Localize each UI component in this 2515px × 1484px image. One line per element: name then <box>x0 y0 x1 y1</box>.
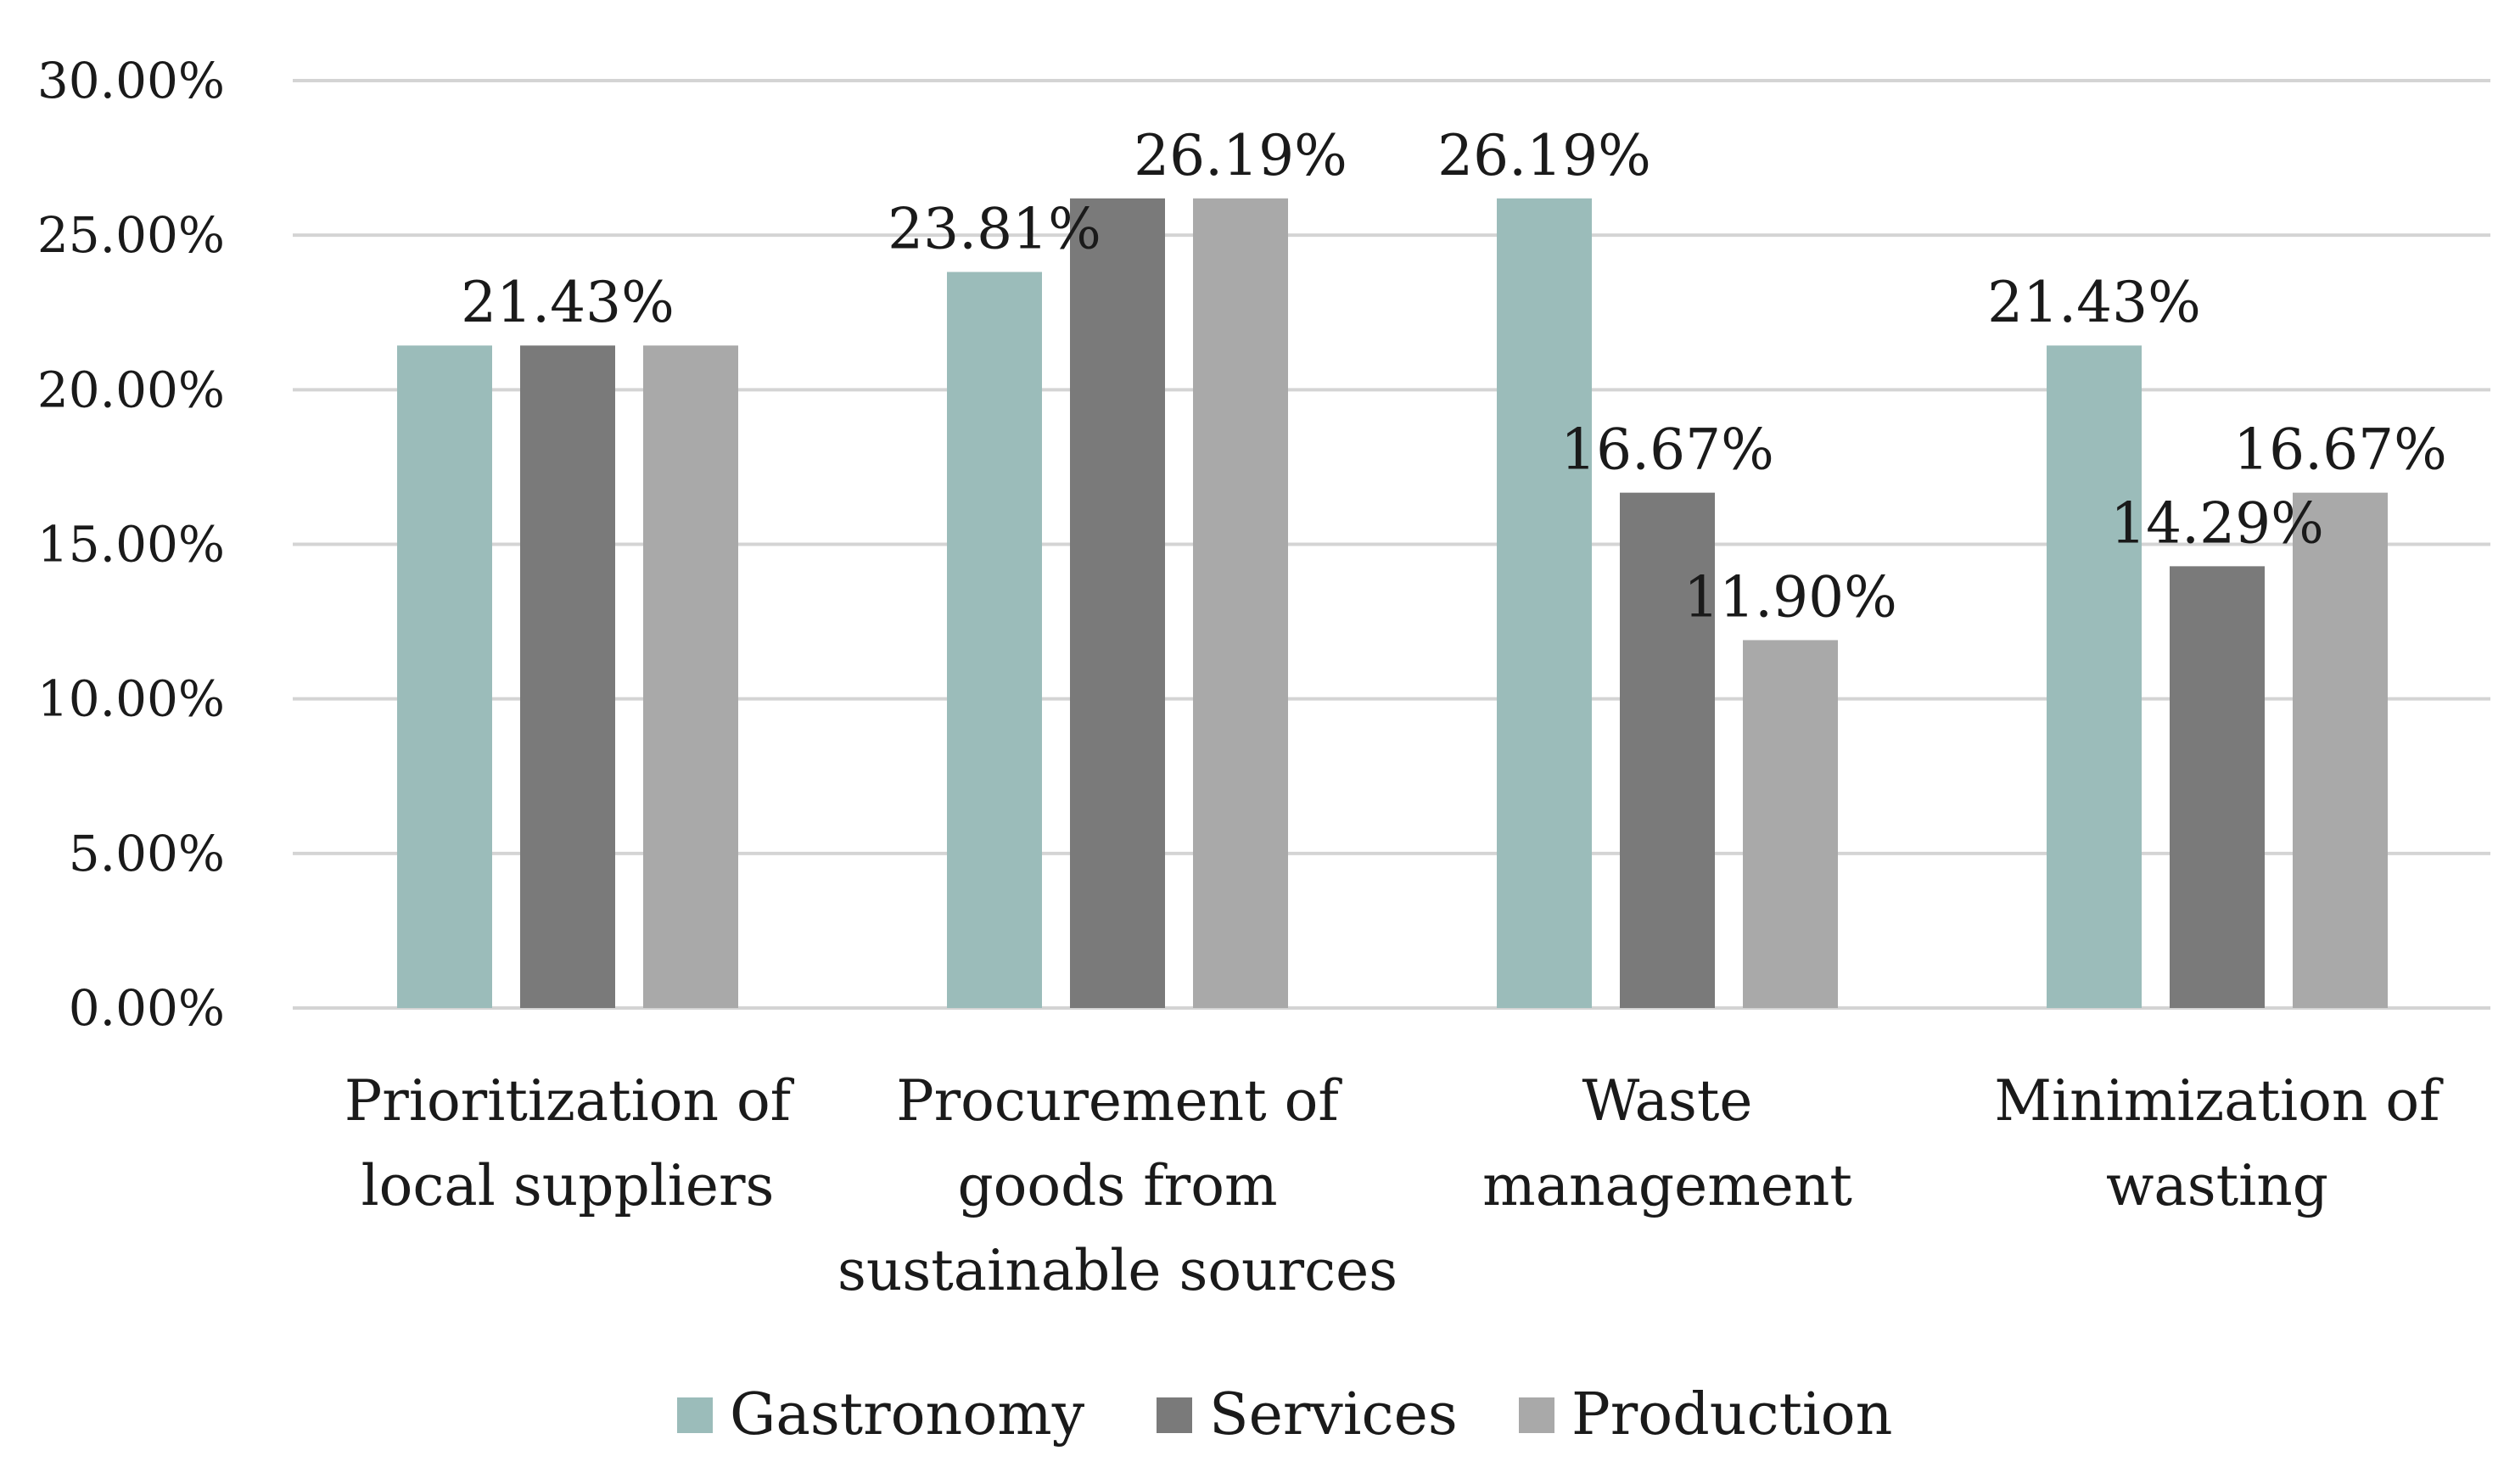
category-label: goods from <box>957 1153 1277 1218</box>
y-axis-ticks: 0.00% 5.00% 10.00% 15.00% 20.00% 25.00% 30.00% <box>37 52 225 1037</box>
category-label: management <box>1482 1153 1852 1218</box>
bar-services <box>520 345 615 1009</box>
data-label: 21.43% <box>1987 270 2201 335</box>
legend-swatch-gastronomy <box>677 1397 713 1433</box>
data-label: 23.81% <box>888 197 1101 262</box>
category-label: Procurement of <box>896 1068 1342 1134</box>
legend-swatch-services <box>1157 1397 1192 1433</box>
y-tick-label: 20.00% <box>37 361 225 418</box>
bar-gastronomy <box>397 345 492 1009</box>
y-tick-label: 5.00% <box>69 825 225 882</box>
bar-services <box>1070 198 1165 1008</box>
data-label: 14.29% <box>2110 490 2324 556</box>
legend-label-gastronomy: Gastronomy <box>730 1381 1085 1448</box>
bar-gastronomy <box>947 272 1042 1008</box>
category-label: sustainable sources <box>837 1238 1398 1303</box>
category-label: Waste <box>1582 1068 1753 1134</box>
category-label: wasting <box>2106 1153 2328 1218</box>
data-label: 16.67% <box>1560 417 1774 483</box>
bar-production <box>643 345 738 1009</box>
data-label: 16.67% <box>2233 417 2447 483</box>
data-label: 26.19% <box>1134 123 1347 188</box>
legend-label-production: Production <box>1571 1381 1892 1448</box>
bar-gastronomy <box>2047 345 2142 1009</box>
category-labels: Prioritization of local suppliers Procurem… <box>344 1068 2444 1303</box>
category-label: local suppliers <box>361 1153 775 1218</box>
category-label: Prioritization of <box>344 1068 795 1134</box>
y-tick-label: 0.00% <box>69 979 225 1037</box>
y-tick-label: 30.00% <box>37 52 225 109</box>
category-label: Minimization of <box>1994 1068 2444 1134</box>
legend: Gastronomy Services Production <box>677 1381 1892 1448</box>
bar-services <box>2170 566 2265 1008</box>
bars <box>397 198 2388 1009</box>
y-tick-label: 10.00% <box>37 670 225 728</box>
data-label: 26.19% <box>1437 123 1651 188</box>
bar-production <box>1743 640 1838 1008</box>
data-labels: 21.43% 23.81% 26.19% 26.19% 16.67% 11.90% 21.4… <box>461 123 2447 630</box>
legend-swatch-production <box>1519 1397 1554 1433</box>
data-label: 21.43% <box>461 270 675 335</box>
y-tick-label: 15.00% <box>37 516 225 574</box>
bar-production <box>1193 198 1288 1008</box>
bar-services <box>1620 492 1715 1008</box>
y-tick-label: 25.00% <box>37 206 225 264</box>
bar-gastronomy <box>1497 198 1592 1008</box>
bar-production <box>2293 492 2388 1008</box>
data-label: 11.90% <box>1683 564 1897 630</box>
legend-label-services: Services <box>1209 1381 1458 1448</box>
